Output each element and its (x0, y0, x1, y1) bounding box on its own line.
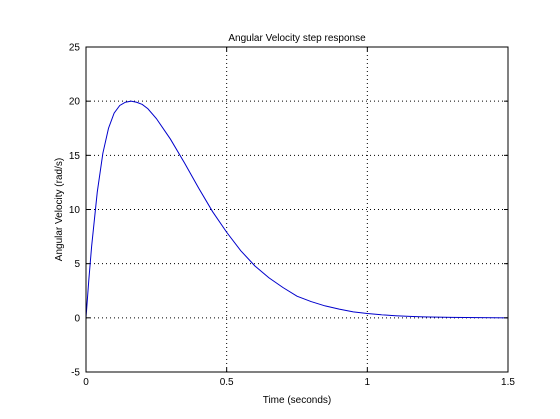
y-tick-label: 20 (69, 97, 81, 108)
x-tick-label: 1.5 (501, 377, 515, 388)
y-tick-label: 10 (69, 205, 81, 216)
series-line (85, 100, 509, 319)
y-tick-label: 5 (74, 259, 80, 270)
x-tick-label: 0 (83, 377, 89, 388)
x-tick-label: 0.5 (220, 377, 234, 388)
ticks (85, 46, 509, 373)
y-axis-label: Angular Velocity (rad/s) (54, 158, 65, 261)
y-tick-label: -5 (71, 368, 80, 379)
chart-title: Angular Velocity step response (228, 33, 366, 44)
x-tick-label: 1 (365, 377, 371, 388)
y-tick-label: 0 (74, 313, 80, 324)
x-axis-label: Time (seconds) (263, 395, 332, 406)
series-group (85, 100, 509, 319)
y-tick-label: 25 (69, 43, 81, 54)
y-tick-label: 15 (69, 151, 81, 162)
plot-area (86, 47, 508, 372)
